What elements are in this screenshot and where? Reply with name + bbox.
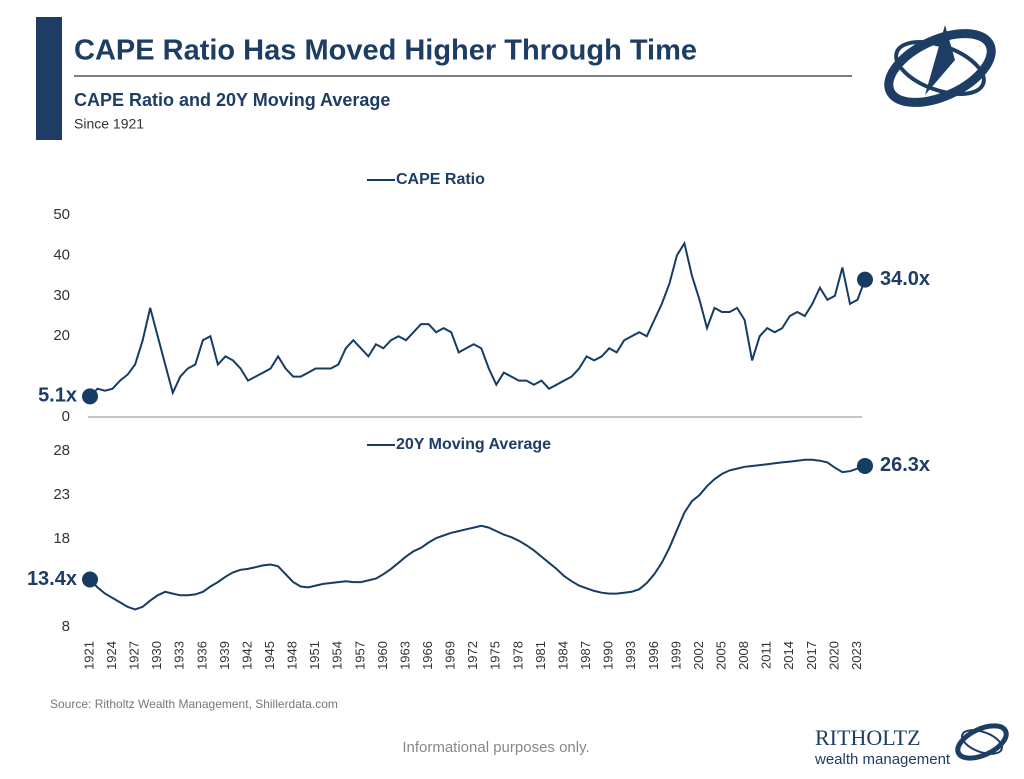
source: Source: Ritholtz Wealth Management, Shil…: [50, 697, 338, 711]
x-tick-label: 1951: [307, 641, 322, 670]
legend-label: 20Y Moving Average: [396, 436, 551, 453]
x-tick-label: 2020: [826, 641, 841, 670]
x-tick-label: 2005: [713, 641, 728, 670]
x-tick-label: 1942: [239, 641, 254, 670]
x-tick-label: 1954: [330, 641, 345, 670]
end-point: [82, 388, 98, 405]
x-tick-label: 1933: [172, 641, 187, 670]
x-tick-label: 1963: [397, 641, 412, 670]
end-label: 13.4x: [27, 568, 77, 590]
footer: Informational purposes only.: [402, 739, 589, 756]
y-tick-label: 18: [53, 530, 70, 547]
x-tick-label: 1999: [668, 641, 683, 670]
x-tick-label: 1957: [352, 641, 367, 670]
x-tick-label: 1978: [510, 641, 525, 670]
x-tick-label: 1921: [81, 641, 96, 670]
x-tick-label: 1969: [443, 641, 458, 670]
y-tick-label: 0: [62, 408, 70, 425]
x-tick-label: 1975: [488, 641, 503, 670]
logo-tagline: wealth management: [814, 751, 951, 768]
title: CAPE Ratio Has Moved Higher Through Time: [74, 35, 697, 67]
end-label: 5.1x: [38, 385, 77, 407]
x-tick-label: 1960: [375, 641, 390, 670]
data-line: [89, 240, 866, 398]
logo-small: [955, 723, 1009, 761]
y-tick-label: 50: [53, 206, 70, 223]
x-tick-label: 2023: [849, 641, 864, 670]
accent-bar: [36, 17, 62, 140]
logo-name: RITHOLTZ: [815, 725, 921, 750]
y-tick-label: 40: [53, 246, 70, 263]
x-tick-label: 1972: [465, 641, 480, 670]
end-label: 34.0x: [880, 268, 930, 290]
end-point: [857, 457, 873, 474]
end-point: [857, 271, 873, 288]
subtitle: CAPE Ratio and 20Y Moving Average: [74, 90, 390, 110]
y-tick-label: 30: [53, 287, 70, 304]
y-tick-label: 28: [53, 442, 70, 459]
y-tick-label: 8: [62, 618, 70, 635]
end-point: [82, 571, 98, 588]
x-tick-label: 1981: [533, 641, 548, 670]
y-tick-label: 20: [53, 327, 70, 344]
x-tick-label: 1927: [127, 641, 142, 670]
x-tick-label: 1966: [420, 641, 435, 670]
x-tick-label: 1990: [601, 641, 616, 670]
legend-label: CAPE Ratio: [396, 171, 485, 188]
y-tick-label: 23: [53, 486, 70, 503]
x-tick-label: 2017: [804, 641, 819, 670]
x-tick-label: 2014: [781, 641, 796, 670]
x-tick-label: 1930: [149, 641, 164, 670]
x-tick-label: 1936: [194, 641, 209, 670]
end-label: 26.3x: [880, 454, 930, 476]
x-tick-label: 1984: [555, 641, 570, 670]
x-tick-label: 1993: [623, 641, 638, 670]
x-tick-label: 2002: [691, 641, 706, 670]
x-tick-label: 1945: [262, 641, 277, 670]
x-tick-label: 1948: [285, 641, 300, 670]
logo-mark: [884, 25, 996, 107]
x-tick-label: 2008: [736, 641, 751, 670]
data-line: [89, 458, 866, 611]
x-tick-label: 1924: [104, 641, 119, 670]
x-tick-label: 2011: [759, 641, 774, 669]
x-tick-label: 1996: [646, 641, 661, 670]
since: Since 1921: [74, 116, 144, 132]
x-tick-label: 1939: [217, 641, 232, 670]
x-tick-label: 1987: [578, 641, 593, 670]
